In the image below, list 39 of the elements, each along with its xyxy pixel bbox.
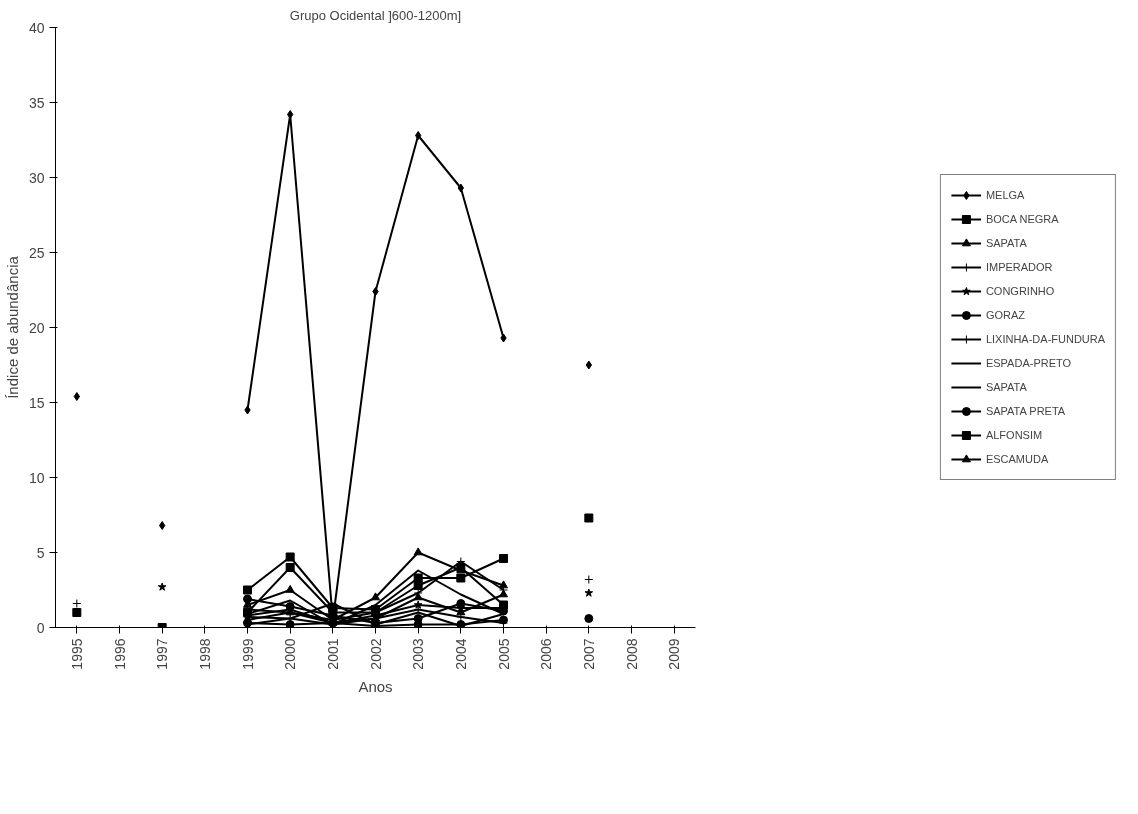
y-tick-label: 15 [28, 394, 45, 411]
y-tick-label: 20 [28, 319, 45, 336]
y-tick-label: 5 [36, 544, 45, 561]
chart-title: Grupo Ocidental ]600-1200m] [289, 7, 462, 23]
legend-label: ESPADA-PRETO [985, 357, 1072, 369]
x-tick-label: 2007 [580, 638, 597, 670]
x-tick-label: 2004 [452, 638, 469, 670]
x-tick-label: 2003 [410, 638, 427, 670]
legend-label: MELGA [985, 189, 1025, 201]
x-tick-label: 2008 [623, 638, 640, 670]
y-tick-label: 25 [28, 244, 45, 261]
legend-label: SAPATA PRETA [985, 405, 1066, 417]
legend-label: BOCA NEGRA [985, 213, 1059, 225]
legend-label: CONGRINHO [985, 285, 1055, 297]
legend-label: ALFONSIM [985, 429, 1043, 441]
legend-label: SAPATA [985, 381, 1027, 393]
legend-label: IMPERADOR [985, 261, 1053, 273]
x-tick-label: 2002 [367, 638, 384, 670]
legend-label: ESCAMUDA [985, 453, 1049, 465]
y-tick-label: 35 [28, 94, 45, 111]
y-tick-label: 0 [36, 619, 45, 636]
x-tick-label: 1998 [196, 638, 213, 670]
legend-label: SAPATA [985, 237, 1027, 249]
legend-label: GORAZ [985, 309, 1026, 321]
x-tick-label: 2005 [495, 638, 512, 670]
x-tick-label: 1996 [111, 638, 128, 670]
x-tick-label: 1995 [68, 638, 85, 670]
x-tick-label: 2009 [666, 638, 683, 670]
y-tick-label: 40 [28, 19, 45, 36]
x-axis-title: Anos [358, 677, 393, 695]
legend-label: LIXINHA-DA-FUNDURA [985, 333, 1106, 345]
x-tick-label: 2001 [324, 638, 341, 670]
y-tick-label: 10 [28, 469, 45, 486]
y-tick-label: 30 [28, 169, 45, 186]
x-tick-label: 1997 [154, 638, 171, 670]
x-tick-label: 1999 [239, 638, 256, 670]
x-tick-label: 2006 [538, 638, 555, 670]
x-tick-label: 2000 [282, 638, 299, 670]
y-axis-title: Índice de abundância [3, 255, 21, 399]
